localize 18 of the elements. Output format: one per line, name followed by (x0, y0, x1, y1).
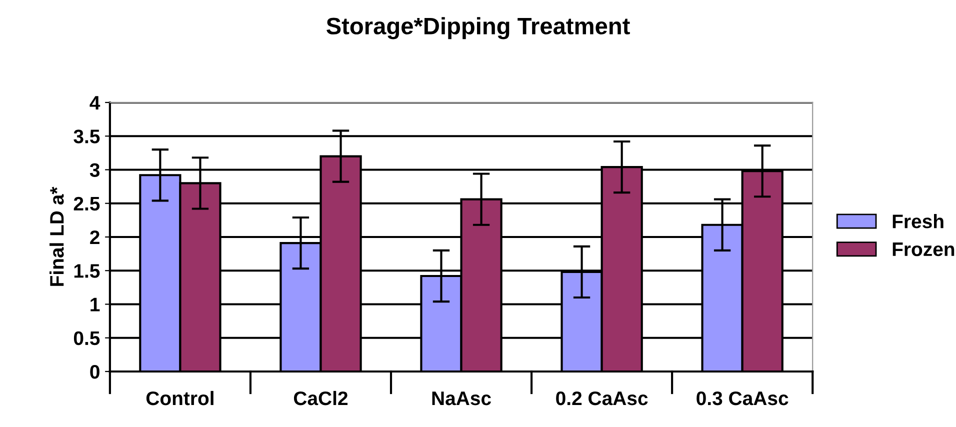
y-tick-label: 1.5 (74, 264, 100, 278)
chart-title: Storage*Dipping Treatment (326, 17, 630, 40)
y-tick-label: 2 (90, 230, 100, 244)
y-tick-label: 3 (90, 163, 100, 177)
legend-label: Fresh (892, 214, 944, 228)
y-tick-label: 2.5 (74, 196, 100, 211)
x-tick-label: 0.2 CaAsc (556, 391, 648, 406)
y-tick-label: 4 (90, 96, 100, 110)
y-tick-label: 0.5 (74, 331, 100, 346)
y-tick-label: 0 (90, 364, 100, 379)
y-tick-label: 1 (90, 298, 100, 312)
y-axis-title: Final LD a* (50, 186, 64, 286)
legend-label: Frozen (892, 242, 954, 256)
x-tick-label: Control (146, 390, 214, 406)
y-tick-label: 3.5 (74, 130, 100, 144)
x-tick-label: 0.3 CaAsc (696, 391, 788, 406)
x-tick-label: NaAsc (432, 392, 491, 406)
x-tick-label: CaCl2 (294, 390, 348, 406)
